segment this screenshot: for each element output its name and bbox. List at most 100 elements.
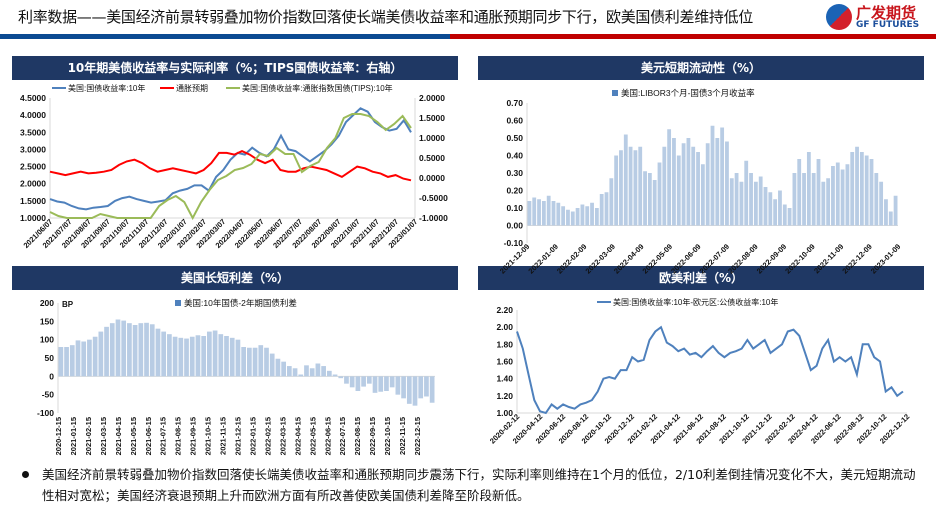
bar — [705, 143, 710, 226]
x-tick-label: 2022-03-09 — [584, 242, 617, 275]
series-line — [49, 107, 412, 211]
bar — [527, 201, 532, 226]
y-tick-label: 1.80 — [496, 339, 513, 349]
y-unit-label: BP — [62, 300, 74, 309]
x-tick-label: 2021-08-15 — [174, 417, 183, 455]
bar — [109, 323, 115, 377]
y-tick-label: 2.00 — [496, 322, 513, 332]
y-tick-label: 0.70 — [506, 98, 523, 108]
y-tick-label: 200 — [40, 298, 54, 308]
bar — [623, 134, 628, 226]
bar — [161, 331, 167, 377]
series-line — [49, 113, 412, 221]
bar — [681, 143, 686, 226]
y-tick-label: 1.60 — [496, 357, 513, 367]
bar — [58, 347, 64, 377]
x-tick-label: 2021-12-15 — [234, 417, 243, 455]
bar — [321, 366, 326, 377]
bar — [782, 204, 787, 226]
x-tick-label: 2021-02-15 — [84, 417, 93, 455]
x-tick-label: 2022-10-09 — [783, 242, 816, 275]
bar — [229, 337, 235, 377]
bar — [729, 178, 734, 226]
panel-title-usd-liquidity: 美元短期流动性（%） — [478, 56, 924, 80]
bar — [378, 376, 384, 392]
x-tick-label: 2020-12-15 — [54, 417, 63, 455]
x-tick-label: 2022-11-15 — [398, 417, 407, 455]
bar — [556, 202, 561, 226]
page-title: 利率数据——美国经济前景转弱叠加物价指数回落使长端美债收益率和通胀预期同步下行，… — [18, 8, 754, 26]
panel-title-us-eu-spread: 欧美利差（%） — [478, 266, 924, 290]
y-tick-label: -100 — [37, 408, 54, 418]
legend-label: 美国:国债收益率:通胀指数国债(TIPS):10年 — [242, 83, 393, 93]
bar — [247, 347, 252, 377]
bar — [792, 173, 797, 226]
bar — [298, 374, 304, 377]
y-tick-label: 2.0000 — [20, 179, 46, 189]
legend-label: 通胀预期 — [176, 83, 208, 93]
y-tick-label: 4.5000 — [20, 93, 46, 103]
y-tick-label: 2.5000 — [20, 162, 46, 172]
bar — [258, 345, 264, 377]
x-tick-label: 2022-12-09 — [840, 242, 873, 275]
x-tick-label: 2021-03-15 — [99, 417, 108, 455]
y-tick-label: 3.0000 — [20, 144, 46, 154]
bar — [144, 322, 149, 377]
bar — [787, 208, 792, 226]
bar — [406, 376, 412, 404]
bar — [638, 146, 643, 226]
bar — [98, 331, 104, 377]
bar — [401, 376, 406, 399]
y-tick-label: 2.20 — [496, 305, 513, 315]
bar — [372, 376, 378, 393]
bar — [768, 192, 773, 226]
y2-tick-label: -1.0000 — [419, 213, 448, 223]
series-line — [49, 150, 412, 182]
y-tick-label: -0.10 — [504, 238, 524, 248]
bar — [127, 323, 132, 377]
bar — [773, 199, 778, 226]
panel-title-us-term-spread: 美国长短利差（%） — [12, 266, 458, 290]
bar — [628, 146, 633, 226]
y2-tick-label: 1.0000 — [419, 133, 445, 143]
legend-swatch — [175, 300, 181, 306]
x-tick-label: 2022-04-09 — [612, 242, 645, 275]
x-tick-label: 2022-04-15 — [293, 417, 302, 455]
bar — [594, 208, 599, 226]
bar — [570, 211, 575, 226]
bar — [840, 169, 845, 226]
bar — [338, 376, 344, 379]
bar — [115, 319, 121, 377]
bar — [575, 208, 580, 226]
bar — [252, 347, 258, 377]
bar — [590, 202, 594, 226]
x-tick-label: 2022-07-15 — [338, 417, 347, 455]
x-tick-label: 2022-09-15 — [368, 417, 377, 455]
y-tick-label: 100 — [40, 335, 54, 345]
bar — [604, 192, 609, 226]
bar — [326, 370, 332, 377]
bar — [69, 345, 75, 377]
bar — [566, 209, 570, 226]
x-tick-label: 2022-06-15 — [323, 417, 332, 455]
x-tick-label: 2021-07-15 — [159, 417, 168, 455]
bar — [275, 358, 281, 377]
y-tick-label: 50 — [45, 353, 55, 363]
bar — [633, 150, 638, 226]
bar — [802, 173, 806, 226]
bar — [264, 347, 269, 377]
bar — [537, 199, 541, 226]
x-tick-label: 2022-08-15 — [353, 417, 362, 455]
bar — [344, 376, 349, 384]
bar — [424, 376, 429, 397]
y-tick-label: -50 — [42, 390, 55, 400]
bar — [532, 197, 537, 226]
bar — [585, 206, 590, 226]
bar — [561, 206, 566, 226]
x-tick-label: 2022-02-15 — [263, 417, 272, 455]
bar — [315, 363, 321, 377]
bar — [835, 162, 840, 226]
y-tick-label: 0.00 — [506, 221, 523, 231]
bar — [355, 376, 361, 391]
bar — [75, 340, 81, 377]
